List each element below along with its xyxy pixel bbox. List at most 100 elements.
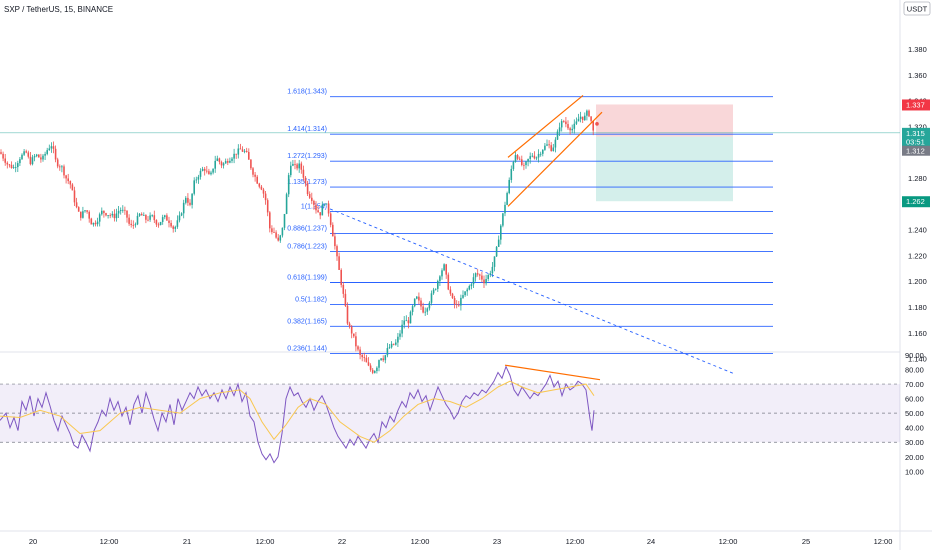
candle-body [166, 215, 168, 221]
fib-level-label: 0.886(1.237) [287, 225, 327, 232]
price-tick-label: 1.180 [908, 303, 927, 312]
candle-body [153, 215, 156, 221]
candle-body [245, 150, 248, 152]
candle-body [369, 365, 372, 370]
candle-body [296, 164, 298, 169]
candle-body [577, 118, 580, 122]
candle-body [195, 179, 198, 181]
candle-body [397, 336, 399, 343]
candle-body [380, 358, 382, 361]
price-tick-label: 1.220 [908, 251, 927, 260]
position-zones [0, 104, 900, 202]
candle-body [592, 120, 594, 131]
candle-body [573, 123, 576, 129]
candle-body [508, 179, 510, 194]
candle-body [105, 213, 107, 216]
candle-body [159, 221, 162, 226]
candle-body [552, 147, 555, 152]
candle-body [342, 284, 345, 294]
candle-body [12, 167, 15, 168]
candle-body [441, 270, 443, 277]
candle-body [449, 289, 452, 294]
time-tick-label: 12:00 [100, 537, 119, 546]
candle-body [542, 149, 544, 154]
candle-body [428, 302, 431, 309]
candle-body [493, 256, 496, 267]
candle-body [437, 281, 439, 289]
descending-trendline[interactable] [329, 208, 736, 375]
candle-body [334, 236, 336, 247]
time-tick-label: 25 [802, 537, 810, 546]
candle-body [327, 203, 330, 214]
candle-body [371, 369, 374, 373]
candle-body [199, 170, 202, 177]
candle-body [584, 115, 586, 121]
fib-level-label: 1.135(1.273) [287, 179, 327, 186]
candle-body [317, 210, 319, 213]
candle-body [174, 226, 177, 229]
time-tick-label: 23 [493, 537, 501, 546]
candle-body [115, 213, 118, 219]
candle-body [122, 209, 124, 211]
candle-body [176, 220, 179, 227]
candle-body [260, 186, 263, 190]
candle-body [294, 163, 296, 165]
candle-body [395, 342, 397, 345]
channel-upper-line[interactable] [507, 94, 584, 158]
candle-body [544, 145, 546, 150]
candle-body [279, 235, 282, 241]
candle-body [460, 297, 462, 306]
candle-body [399, 333, 401, 337]
rsi-line[interactable] [0, 365, 595, 464]
candle-body [590, 116, 592, 121]
candle-body [302, 169, 305, 178]
candle-body [191, 193, 193, 205]
currency-label: USDT [907, 5, 928, 14]
current-price-badge-text: 03:51 [906, 137, 925, 146]
candle-body [533, 155, 536, 159]
candle-body [550, 145, 552, 152]
candle-body [0, 152, 2, 154]
candle-body [25, 151, 27, 153]
time-tick-label: 12:00 [874, 537, 893, 546]
candle-body [483, 279, 485, 284]
candle-body [46, 150, 48, 154]
price-tick-label: 1.360 [908, 71, 927, 80]
rsi-ma-line[interactable] [0, 380, 595, 443]
candle-body [458, 304, 460, 306]
rsi-tick-label: 20.00 [905, 453, 924, 462]
candle-body [311, 197, 313, 201]
candle-body [86, 210, 88, 212]
candle-body [374, 371, 376, 373]
alert-marker[interactable] [595, 122, 599, 126]
candle-body [411, 306, 414, 312]
fib-level-label: 0.786(1.223) [287, 244, 327, 251]
rsi-divergence-line[interactable] [504, 364, 601, 381]
candle-body [565, 121, 567, 125]
candle-body [554, 139, 557, 148]
candle-body [340, 269, 342, 285]
currency-box[interactable] [903, 1, 931, 16]
rsi-tick-label: 50.00 [905, 409, 924, 418]
candle-body [107, 215, 109, 216]
candle-body [422, 306, 424, 313]
candle-body [21, 154, 23, 160]
candle-body [491, 266, 494, 274]
candle-body [558, 127, 561, 132]
candle-body [203, 168, 206, 171]
candle-body [266, 200, 269, 213]
candle-body [401, 324, 403, 334]
candle-body [8, 164, 11, 166]
take-profit-zone[interactable] [596, 136, 733, 202]
stop-loss-zone[interactable] [596, 104, 733, 137]
candle-body [447, 274, 450, 290]
candle-body [548, 144, 550, 146]
candle-body [489, 273, 492, 276]
channel-lower-line[interactable] [507, 111, 603, 207]
candle-body [119, 209, 122, 211]
time-tick-label: 21 [183, 537, 191, 546]
candle-body [529, 156, 531, 159]
candle-body [313, 200, 315, 205]
candle-body [82, 211, 84, 218]
